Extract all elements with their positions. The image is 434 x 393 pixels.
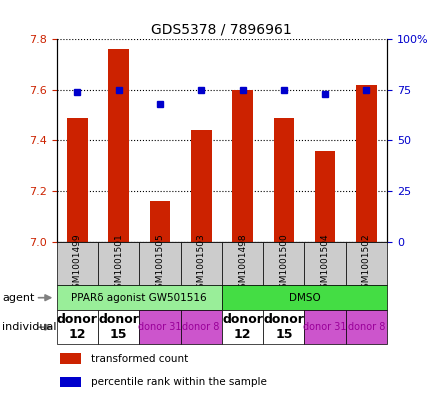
Bar [139, 310, 180, 344]
Text: donor 8: donor 8 [182, 322, 219, 332]
Text: donor 31: donor 31 [138, 322, 181, 332]
Bar [67, 118, 87, 242]
Text: GSM1001503: GSM1001503 [196, 233, 205, 294]
Text: GSM1001505: GSM1001505 [155, 233, 164, 294]
Bar [221, 242, 263, 285]
Bar [149, 201, 170, 242]
Text: GSM1001498: GSM1001498 [237, 233, 247, 294]
Bar [191, 130, 211, 242]
Bar [56, 242, 98, 285]
Bar [345, 310, 386, 344]
Text: donor
15: donor 15 [98, 313, 138, 341]
Bar [221, 285, 386, 310]
Bar [355, 85, 376, 242]
Bar [98, 310, 139, 344]
Title: GDS5378 / 7896961: GDS5378 / 7896961 [151, 23, 292, 37]
Bar [60, 353, 81, 364]
Bar [180, 310, 221, 344]
Text: agent: agent [2, 293, 34, 303]
Text: GSM1001501: GSM1001501 [114, 233, 123, 294]
Bar [304, 242, 345, 285]
Bar [304, 310, 345, 344]
Text: transformed count: transformed count [90, 354, 187, 364]
Bar [345, 242, 386, 285]
Text: percentile rank within the sample: percentile rank within the sample [90, 377, 266, 387]
Text: DMSO: DMSO [288, 293, 319, 303]
Text: donor 31: donor 31 [303, 322, 346, 332]
Bar [273, 118, 293, 242]
Bar [98, 242, 139, 285]
Bar [60, 377, 81, 387]
Text: PPARδ agonist GW501516: PPARδ agonist GW501516 [71, 293, 207, 303]
Bar [263, 310, 304, 344]
Bar [263, 242, 304, 285]
Text: donor
15: donor 15 [263, 313, 303, 341]
Bar [108, 50, 128, 242]
Text: donor
12: donor 12 [222, 313, 262, 341]
Bar [232, 90, 252, 242]
Text: GSM1001502: GSM1001502 [361, 233, 370, 294]
Text: GSM1001504: GSM1001504 [320, 233, 329, 294]
Bar [180, 242, 221, 285]
Text: donor
12: donor 12 [57, 313, 97, 341]
Bar [139, 242, 180, 285]
Bar [56, 310, 98, 344]
Bar [56, 285, 221, 310]
Text: donor 8: donor 8 [347, 322, 384, 332]
Bar [221, 310, 263, 344]
Text: individual: individual [2, 322, 56, 332]
Bar [314, 151, 335, 242]
Text: GSM1001499: GSM1001499 [72, 233, 82, 294]
Text: GSM1001500: GSM1001500 [279, 233, 288, 294]
